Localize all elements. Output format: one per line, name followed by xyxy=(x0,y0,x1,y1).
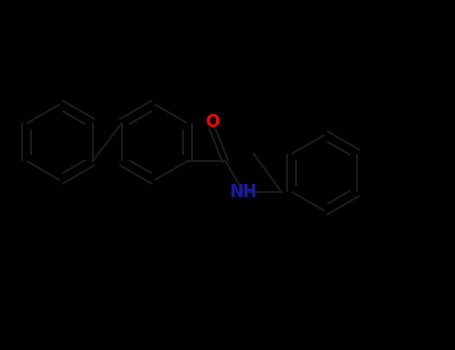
Text: NH: NH xyxy=(230,183,258,201)
Text: O: O xyxy=(205,113,219,132)
